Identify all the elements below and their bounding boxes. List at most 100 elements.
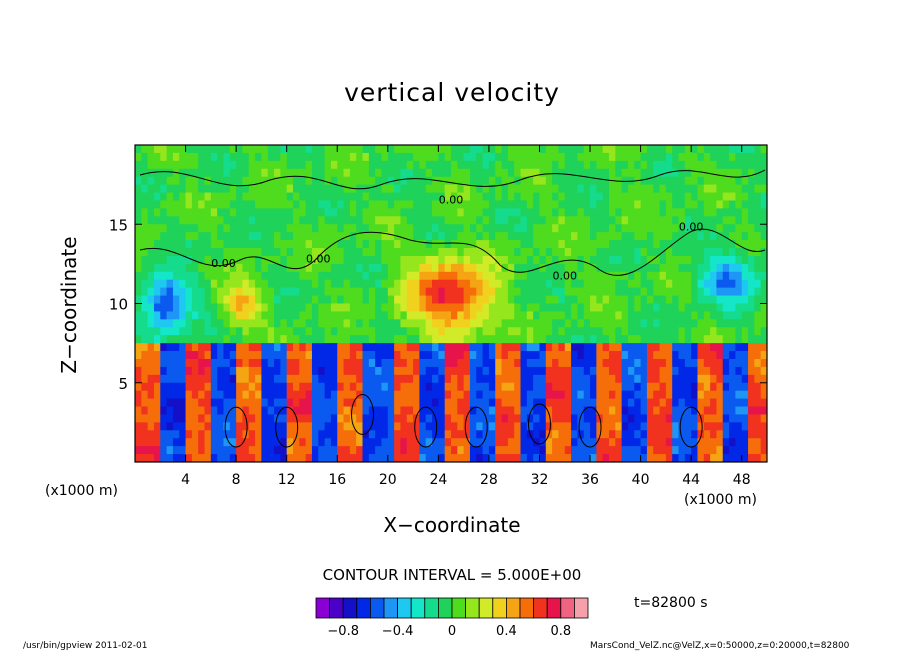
heat-cell: [185, 176, 193, 186]
heat-cell: [476, 224, 484, 233]
heat-cell: [394, 422, 402, 431]
heat-cell: [204, 232, 212, 241]
heat-cell: [653, 327, 661, 336]
heat-cell: [627, 240, 635, 249]
contour-label: 0.00: [679, 221, 704, 234]
heat-cell: [653, 374, 661, 384]
heat-cell: [153, 454, 161, 462]
heat-cell: [476, 327, 484, 336]
heat-cell: [634, 208, 642, 217]
heat-cell: [141, 319, 149, 328]
heat-cell: [564, 295, 572, 305]
heat-cell: [444, 168, 452, 178]
heat-cell: [261, 208, 269, 217]
heat-cell: [242, 351, 250, 360]
heat-cell: [198, 406, 206, 416]
heat-cell: [280, 406, 288, 416]
heat-cell: [204, 374, 212, 384]
heat-cell: [255, 343, 262, 352]
heat-cell: [539, 216, 547, 225]
heat-cell: [653, 200, 661, 209]
heat-cell: [716, 335, 724, 344]
heat-cell: [141, 184, 149, 194]
heat-cell: [387, 358, 395, 368]
heat-cell: [293, 232, 300, 241]
heat-cell: [583, 232, 591, 241]
heat-cell: [495, 208, 503, 217]
heat-cell: [179, 279, 187, 289]
heat-cell: [748, 216, 755, 225]
heat-cell: [330, 335, 338, 344]
heat-cell: [564, 454, 572, 462]
heat-cell: [223, 390, 231, 400]
heat-cell: [488, 152, 496, 162]
heat-cell: [185, 398, 193, 408]
heat-cell: [653, 414, 661, 423]
heat-cell: [280, 366, 288, 376]
heat-cell: [400, 374, 408, 384]
heat-cell: [444, 430, 452, 439]
heat-cell: [507, 216, 515, 225]
heat-cell: [716, 311, 724, 320]
heat-cell: [381, 152, 389, 162]
heat-cell: [419, 414, 427, 423]
heat-cell: [697, 184, 705, 194]
heat-cell: [691, 374, 699, 384]
heat-cell: [533, 168, 541, 178]
heat-cell: [703, 454, 711, 462]
heat-cell: [381, 398, 389, 408]
heat-cell: [545, 263, 553, 273]
heat-cell: [684, 311, 692, 320]
heat-cell: [349, 374, 357, 384]
heat-cell: [729, 414, 736, 423]
heat-cell: [571, 168, 578, 178]
heat-cell: [590, 216, 597, 225]
heat-cell: [760, 319, 767, 328]
heat-cell: [242, 446, 250, 455]
heat-cell: [457, 184, 465, 194]
heat-cell: [729, 152, 736, 162]
heat-cell: [400, 358, 408, 368]
heat-cell: [640, 263, 648, 273]
heat-cell: [394, 366, 402, 376]
heat-cell: [432, 248, 439, 257]
heat-cell: [722, 430, 730, 439]
heat-cell: [533, 224, 541, 233]
heat-cell: [343, 327, 351, 336]
heat-cell: [368, 311, 376, 320]
heat-cell: [596, 271, 604, 281]
heat-cell: [571, 438, 578, 447]
heat-cell: [153, 240, 161, 249]
heat-cell: [387, 327, 395, 336]
heat-cell: [596, 398, 604, 408]
heat-cell: [286, 422, 294, 431]
heat-cell: [748, 438, 755, 447]
heat-cell: [217, 327, 225, 336]
heat-cell: [507, 168, 515, 178]
heat-cell: [621, 398, 629, 408]
heat-cell: [229, 152, 237, 162]
heat-cell: [141, 303, 149, 313]
heat-cell: [564, 271, 572, 281]
heat-cell: [330, 152, 338, 162]
heat-cell: [596, 216, 604, 225]
heat-cell: [387, 319, 395, 328]
heat-cell: [602, 232, 610, 241]
heat-cell: [748, 224, 755, 233]
heat-cell: [741, 232, 749, 241]
heat-cell: [577, 240, 585, 249]
heat-cell: [710, 240, 718, 249]
heat-cell: [463, 192, 471, 202]
heat-cell: [564, 343, 572, 352]
heat-cell: [451, 327, 458, 336]
heat-cell: [634, 216, 642, 225]
heat-cell: [609, 382, 616, 392]
heat-cell: [684, 287, 692, 297]
heat-cell: [261, 351, 269, 360]
heat-cell: [318, 422, 326, 431]
heat-cell: [684, 160, 692, 170]
heat-cell: [735, 176, 743, 186]
heat-cell: [324, 303, 332, 313]
heat-cell: [324, 248, 332, 257]
heat-cell: [590, 358, 597, 368]
